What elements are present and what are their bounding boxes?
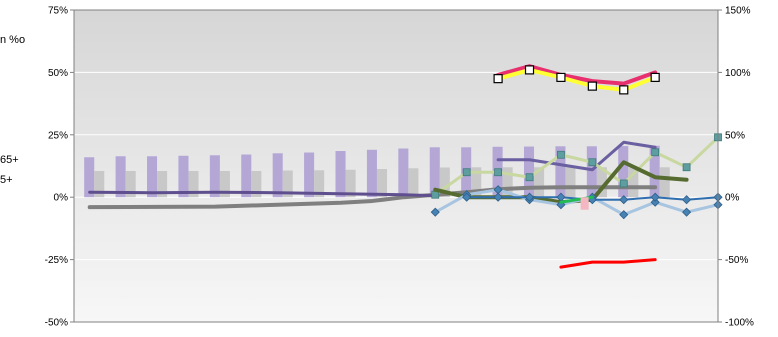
series-line xyxy=(559,258,657,269)
bar xyxy=(580,197,589,210)
data-point xyxy=(494,168,502,177)
bar xyxy=(188,170,199,198)
data-point xyxy=(556,72,566,82)
series-line xyxy=(496,64,658,86)
bar xyxy=(94,170,105,198)
data-point xyxy=(682,207,692,217)
series-line xyxy=(496,140,657,172)
series-line xyxy=(496,67,658,92)
data-point xyxy=(524,65,535,75)
data-point xyxy=(682,195,692,205)
data-point xyxy=(650,72,660,82)
bar xyxy=(398,148,409,198)
bar xyxy=(555,146,566,198)
left-tick-label: 25% xyxy=(48,130,68,141)
data-point xyxy=(525,173,534,182)
bar xyxy=(659,167,670,198)
bar xyxy=(376,168,388,198)
legend-fragment-2: 65+ xyxy=(0,154,19,166)
bar xyxy=(178,155,189,198)
bar xyxy=(157,170,168,198)
data-point xyxy=(524,192,535,202)
data-point xyxy=(619,179,628,188)
bar xyxy=(272,153,283,198)
bar xyxy=(314,170,325,198)
bar xyxy=(618,146,629,198)
bar xyxy=(596,167,607,198)
bar xyxy=(125,170,136,198)
bar xyxy=(241,154,252,198)
data-point xyxy=(493,192,503,202)
data-point xyxy=(619,210,629,220)
bar xyxy=(84,157,95,198)
bar xyxy=(534,167,545,198)
bar xyxy=(345,169,356,198)
bar xyxy=(471,167,482,198)
bar xyxy=(219,170,230,198)
series-line xyxy=(433,135,720,197)
bar xyxy=(209,155,220,198)
data-point xyxy=(493,74,503,84)
bar xyxy=(366,149,377,198)
bar xyxy=(439,167,450,198)
plot-border xyxy=(73,9,719,323)
data-point xyxy=(651,148,660,157)
bar xyxy=(304,152,315,198)
data-point xyxy=(462,168,471,177)
data-point xyxy=(588,158,597,167)
data-point xyxy=(462,192,472,202)
bar xyxy=(502,167,513,198)
data-point xyxy=(650,197,660,207)
data-point xyxy=(557,150,565,159)
bar xyxy=(523,146,535,198)
bar xyxy=(649,145,660,198)
right-tick-label: 0% xyxy=(725,193,740,204)
left-tick-label: 75% xyxy=(48,6,68,17)
data-point xyxy=(682,163,691,172)
right-tick-label: 50% xyxy=(725,130,745,141)
bar xyxy=(335,151,346,198)
right-tick-label: -100% xyxy=(725,318,754,329)
left-tick-label: 50% xyxy=(48,68,68,79)
bar xyxy=(251,170,262,198)
bar xyxy=(408,168,419,198)
data-point xyxy=(619,85,629,95)
series-line xyxy=(88,190,437,198)
legend-fragment-3: 5+ xyxy=(0,174,13,186)
left-tick-label: -25% xyxy=(45,255,68,266)
left-tick-label: -50% xyxy=(45,318,68,329)
bar xyxy=(429,147,440,198)
bar xyxy=(565,167,576,198)
bar xyxy=(147,156,158,198)
bar xyxy=(115,156,126,198)
right-tick-label: -50% xyxy=(725,255,748,266)
right-tick-label: 100% xyxy=(725,68,751,79)
left-tick-label: 0% xyxy=(54,193,69,204)
data-point xyxy=(650,192,660,202)
bar xyxy=(282,170,293,198)
legend-fragment-1: n %o xyxy=(0,34,26,46)
bar xyxy=(586,146,597,198)
data-point xyxy=(430,207,440,217)
data-point xyxy=(587,81,597,91)
data-point xyxy=(619,195,629,205)
bar xyxy=(628,167,639,198)
right-tick-label: 150% xyxy=(725,6,751,17)
